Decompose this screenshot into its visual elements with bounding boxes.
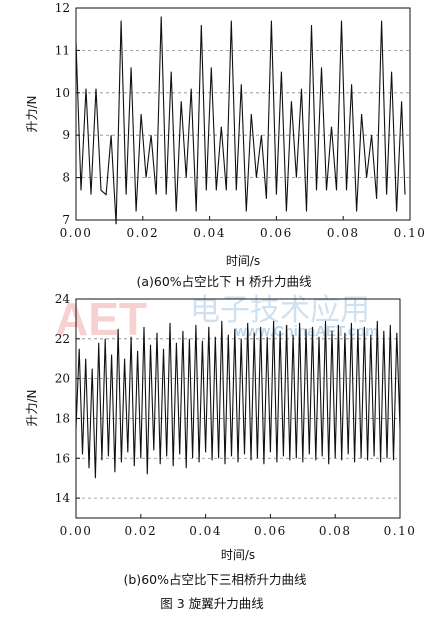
x-tick-label: 0.08: [319, 524, 352, 538]
y-tick-label: 10: [55, 86, 70, 100]
y-tick-label: 8: [62, 171, 70, 185]
y-axis-label-b: 升力/N: [25, 389, 39, 426]
x-tick-label: 0.00: [60, 524, 93, 538]
watermark: AET 电子技术应用 www.ChinaAET.com: [55, 293, 379, 345]
y-ticks-b: 14 16 18 20 22 24: [55, 292, 80, 505]
caption-b: (b)60%占空比下三相桥升力曲线: [124, 572, 307, 587]
y-tick-label: 22: [55, 332, 70, 346]
lift-curve-b: [75, 320, 401, 479]
x-axis-label-b: 时间/s: [221, 548, 255, 562]
y-ticks-a: 7 8 9 10 11 12: [55, 1, 80, 227]
y-tick-label: 18: [55, 411, 70, 425]
caption-a: (a)60%占空比下 H 桥升力曲线: [136, 274, 312, 289]
x-tick-label: 0.06: [260, 226, 293, 240]
x-tick-label: 0.02: [126, 226, 159, 240]
chart-b: 14 16 18 20 22 24 0.00 0.02 0.04 0.06 0.08 0.10 升力…: [25, 292, 417, 587]
y-tick-label: 9: [62, 128, 70, 142]
x-ticks-b: 0.00 0.02 0.04 0.06 0.08 0.10: [60, 514, 417, 538]
x-tick-label: 0.10: [384, 524, 417, 538]
y-tick-label: 7: [62, 213, 70, 227]
y-tick-label: 16: [55, 451, 70, 465]
x-tick-label: 0.04: [193, 226, 226, 240]
x-tick-label: 0.04: [189, 524, 222, 538]
y-tick-label: 14: [55, 491, 71, 505]
watermark-logo: AET: [55, 293, 147, 345]
x-tick-label: 0.02: [124, 524, 157, 538]
x-tick-label: 0.06: [254, 524, 287, 538]
x-ticks-a: 0.00 0.02 0.04 0.06 0.08 0.10: [60, 216, 427, 240]
x-axis-label-a: 时间/s: [226, 254, 260, 268]
y-tick-label: 12: [55, 1, 70, 15]
x-tick-label: 0.00: [60, 226, 93, 240]
figure-caption: 图 3 旋翼升力曲线: [160, 596, 264, 611]
y-axis-label-a: 升力/N: [25, 95, 39, 132]
x-tick-label: 0.10: [394, 226, 427, 240]
y-tick-label: 20: [55, 372, 70, 386]
y-tick-label: 11: [55, 43, 70, 57]
x-tick-label: 0.08: [327, 226, 360, 240]
plot-frame-a: [75, 7, 411, 221]
lift-curve-a: [75, 16, 406, 225]
y-tick-label: 24: [55, 292, 71, 306]
plot-frame-b: [75, 298, 401, 519]
